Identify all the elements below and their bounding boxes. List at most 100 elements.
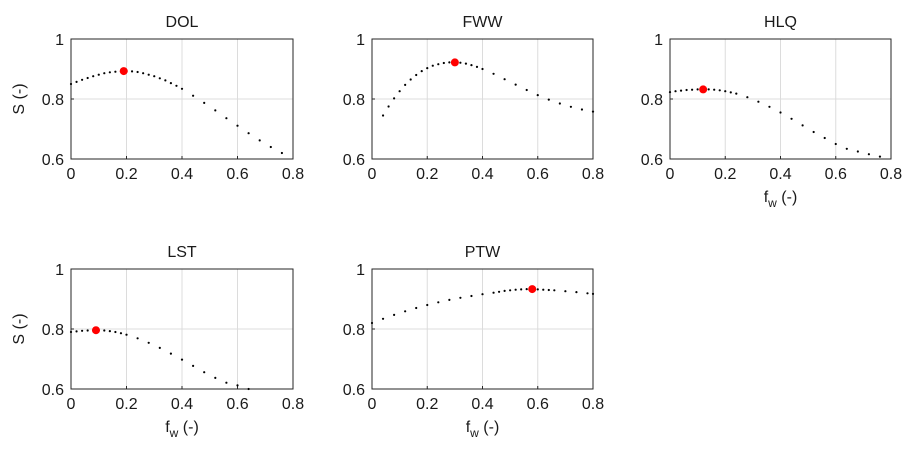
data-point [426,303,429,307]
data-point [236,124,239,127]
data-point [497,290,501,293]
data-point [153,75,156,78]
data-point [878,155,882,158]
data-point [448,298,451,301]
x-tick-label: 0 [368,166,377,183]
data-point [280,151,283,155]
y-axis-label: S (-) [11,83,28,114]
data-point [75,80,78,83]
data-point [724,90,727,93]
data-point [437,63,440,66]
data-point [768,105,771,108]
x-tick-label: 0.2 [416,166,438,183]
optimum-point [91,326,100,335]
data-point [679,89,683,92]
data-point [69,330,73,334]
data-point [225,381,228,384]
data-point [381,114,385,117]
y-tick-label: 0.8 [641,92,663,109]
data-point [509,289,512,292]
data-point [136,337,139,340]
data-point [542,288,545,291]
data-point [86,329,89,332]
data-point [180,358,184,361]
data-point [437,301,440,304]
data-point [845,147,848,150]
data-point [569,105,573,108]
data-point [258,139,261,142]
data-point [103,329,106,332]
data-point [415,73,418,77]
data-point [448,61,451,64]
data-point [169,352,172,355]
data-point [81,329,84,332]
data-point [823,136,826,140]
y-tick-label: 0.6 [42,382,64,399]
optimum-point [528,285,537,294]
optimum-point [450,58,459,67]
x-tick-label: 0 [67,396,76,413]
data-point [464,62,468,65]
data-point [393,313,396,316]
optimum-point [119,67,128,76]
y-tick-label: 1 [55,262,64,279]
data-point [812,130,815,134]
x-tick-label: 0.6 [226,396,248,413]
y-tick-label: 0.8 [42,322,64,339]
y-tick-label: 0.6 [343,152,365,169]
data-point [426,67,429,70]
data-point [158,346,161,349]
x-tick-label: 0.4 [471,166,493,183]
data-point [214,376,217,379]
data-point [459,61,462,64]
data-point [75,330,78,333]
data-point [404,83,407,86]
subplot-title: FWW [463,14,504,31]
x-tick-label: 0.6 [527,396,549,413]
x-tick-label: 0.2 [416,396,438,413]
data-point [713,88,716,91]
y-tick-label: 0.6 [641,152,663,169]
x-tick-label: 0.2 [714,166,736,183]
data-point [564,290,567,293]
y-axis-label: S (-) [11,313,28,344]
x-axis-label: fw (-) [165,419,199,440]
data-point [142,72,145,75]
data-point [553,289,556,292]
data-point [475,65,479,68]
data-point [707,88,710,91]
data-point [125,333,128,336]
subplot-hlq: 0 0.2 0.4 0.6 0.8 0.6 0.8 1 HLQ fw (-) [641,14,902,210]
data-point [547,288,550,292]
data-point [834,142,837,146]
x-tick-label: 0 [368,396,377,413]
x-tick-label: 0.4 [471,396,493,413]
data-point [114,330,117,334]
data-point [470,294,473,298]
data-point [393,97,396,100]
data-point [536,288,539,291]
data-point [586,292,589,295]
data-point [147,73,150,76]
data-point [136,70,139,74]
data-point [175,84,178,87]
data-point [164,79,167,82]
x-tick-label: 0.4 [171,396,193,413]
y-tick-label: 0.8 [343,92,365,109]
data-point [481,293,484,296]
x-tick-label: 0.4 [769,166,791,183]
x-tick-label: 0 [666,166,675,183]
x-tick-label: 0.6 [825,166,847,183]
data-point [381,317,385,320]
data-point [370,321,374,325]
x-tick-label: 0 [67,166,76,183]
y-tick-label: 1 [356,262,365,279]
data-point [536,94,539,97]
data-point [547,98,550,101]
x-tick-label: 0.2 [115,166,137,183]
data-point [130,70,134,73]
data-point [591,292,595,295]
data-point [867,153,871,156]
data-point [192,94,195,97]
data-point [757,100,760,103]
